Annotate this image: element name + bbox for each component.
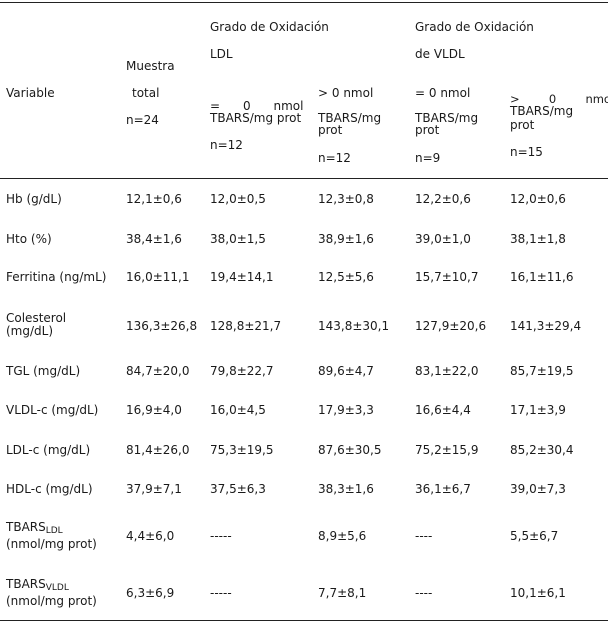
header-vldl-eq-line2: TBARS/mg	[415, 111, 479, 125]
cell-vldl-eq: 75,2±15,9	[415, 443, 479, 457]
cell-vldl-eq: 127,9±20,6	[415, 319, 487, 333]
row-label: Ferritina (ng/mL)	[6, 270, 107, 284]
row-label-subscript: LDL	[45, 526, 63, 536]
header-ldl-group-line2: LDL	[210, 47, 233, 61]
header-ldl-eq-line1: = 0 nmol	[210, 99, 304, 113]
header-vldl-group-line1: Grado de Oxidación	[415, 20, 534, 34]
cell-ldl-eq: -----	[210, 586, 232, 600]
top-rule	[0, 2, 608, 3]
cell-vldl-gt: 17,1±3,9	[510, 403, 566, 417]
bottom-rule	[0, 620, 608, 621]
header-ldl-gt-line1: > 0 nmol	[318, 86, 374, 100]
cell-vldl-gt: 5,5±6,7	[510, 529, 559, 543]
cell-vldl-eq: 16,6±4,4	[415, 403, 471, 417]
cell-ldl-eq: 75,3±19,5	[210, 443, 274, 457]
header-ldl-gt-line3: prot	[318, 123, 343, 137]
header-vldl-gt-line2: TBARS/mg	[510, 104, 574, 118]
header-vldl-eq-line1: = 0 nmol	[415, 86, 471, 100]
header-variable: Variable	[6, 86, 55, 100]
row-label-line2: (mg/dL)	[6, 324, 54, 338]
cell-ldl-eq: 16,0±4,5	[210, 403, 266, 417]
cell-muestra: 81,4±26,0	[126, 443, 190, 457]
header-muestra-line1: Muestra	[126, 59, 175, 73]
cell-vldl-gt: 39,0±7,3	[510, 482, 566, 496]
row-label: TGL (mg/dL)	[6, 364, 81, 378]
header-vldl-gt-line3: prot	[510, 118, 535, 132]
cell-ldl-eq: 37,5±6,3	[210, 482, 266, 496]
cell-ldl-eq: -----	[210, 529, 232, 543]
row-label-line1: TBARSLDL	[6, 520, 63, 536]
cell-ldl-gt: 87,6±30,5	[318, 443, 382, 457]
cell-muestra: 4,4±6,0	[126, 529, 175, 543]
cell-vldl-eq: 39,0±1,0	[415, 232, 471, 246]
row-label-base: TBARS	[6, 520, 46, 534]
row-label: VLDL-c (mg/dL)	[6, 403, 99, 417]
cell-ldl-gt: 17,9±3,3	[318, 403, 374, 417]
cell-muestra: 84,7±20,0	[126, 364, 190, 378]
row-label: Hb (g/dL)	[6, 192, 62, 206]
cell-vldl-eq: ----	[415, 586, 433, 600]
row-label-subscript: VLDL	[45, 583, 69, 593]
header-vldl-group-line2: de VLDL	[415, 47, 465, 61]
cell-ldl-gt: 7,7±8,1	[318, 586, 367, 600]
cell-ldl-gt: 38,9±1,6	[318, 232, 374, 246]
cell-ldl-eq: 19,4±14,1	[210, 270, 274, 284]
cell-muestra: 16,0±11,1	[126, 270, 190, 284]
row-label-line1: TBARSVLDL	[6, 577, 69, 593]
cell-vldl-gt: 85,2±30,4	[510, 443, 574, 457]
cell-ldl-gt: 143,8±30,1	[318, 319, 390, 333]
header-muestra-line2: total	[132, 86, 160, 100]
row-label: HDL-c (mg/dL)	[6, 482, 93, 496]
cell-vldl-eq: 83,1±22,0	[415, 364, 479, 378]
cell-ldl-eq: 38,0±1,5	[210, 232, 266, 246]
row-label-line2: (nmol/mg prot)	[6, 594, 97, 608]
header-ldl-eq-line2: TBARS/mg prot	[210, 111, 302, 125]
row-label-line1: Colesterol	[6, 311, 67, 325]
header-ldl-group-line1: Grado de Oxidación	[210, 20, 329, 34]
cell-ldl-eq: 12,0±0,5	[210, 192, 266, 206]
header-vldl-eq-n: n=9	[415, 151, 441, 165]
cell-vldl-gt: 85,7±19,5	[510, 364, 574, 378]
cell-ldl-eq: 79,8±22,7	[210, 364, 274, 378]
cell-vldl-gt: 12,0±0,6	[510, 192, 566, 206]
row-label: Hto (%)	[6, 232, 52, 246]
row-label: LDL-c (mg/dL)	[6, 443, 91, 457]
header-vldl-eq-line3: prot	[415, 123, 440, 137]
cell-ldl-gt: 12,3±0,8	[318, 192, 374, 206]
cell-muestra: 6,3±6,9	[126, 586, 175, 600]
cell-vldl-gt: 141,3±29,4	[510, 319, 582, 333]
header-ldl-gt-line2: TBARS/mg	[318, 111, 382, 125]
header-rule	[0, 178, 608, 179]
cell-vldl-gt: 16,1±11,6	[510, 270, 574, 284]
cell-muestra: 38,4±1,6	[126, 232, 182, 246]
cell-muestra: 37,9±7,1	[126, 482, 182, 496]
cell-ldl-eq: 128,8±21,7	[210, 319, 282, 333]
header-ldl-eq-n: n=12	[210, 138, 243, 152]
row-label-base: TBARS	[6, 577, 46, 591]
cell-muestra: 136,3±26,8	[126, 319, 198, 333]
header-muestra-n: n=24	[126, 113, 159, 127]
cell-ldl-gt: 12,5±5,6	[318, 270, 374, 284]
row-label-line2: (nmol/mg prot)	[6, 537, 97, 551]
cell-vldl-eq: ----	[415, 529, 433, 543]
header-vldl-gt-line1: > 0 nmol	[510, 92, 608, 106]
cell-muestra: 12,1±0,6	[126, 192, 182, 206]
cell-vldl-gt: 10,1±6,1	[510, 586, 566, 600]
cell-vldl-eq: 36,1±6,7	[415, 482, 471, 496]
header-ldl-gt-n: n=12	[318, 151, 351, 165]
cell-vldl-eq: 15,7±10,7	[415, 270, 479, 284]
cell-ldl-gt: 38,3±1,6	[318, 482, 374, 496]
cell-vldl-gt: 38,1±1,8	[510, 232, 566, 246]
cell-ldl-gt: 89,6±4,7	[318, 364, 374, 378]
header-vldl-gt-n: n=15	[510, 145, 543, 159]
cell-vldl-eq: 12,2±0,6	[415, 192, 471, 206]
cell-ldl-gt: 8,9±5,6	[318, 529, 367, 543]
cell-muestra: 16,9±4,0	[126, 403, 182, 417]
